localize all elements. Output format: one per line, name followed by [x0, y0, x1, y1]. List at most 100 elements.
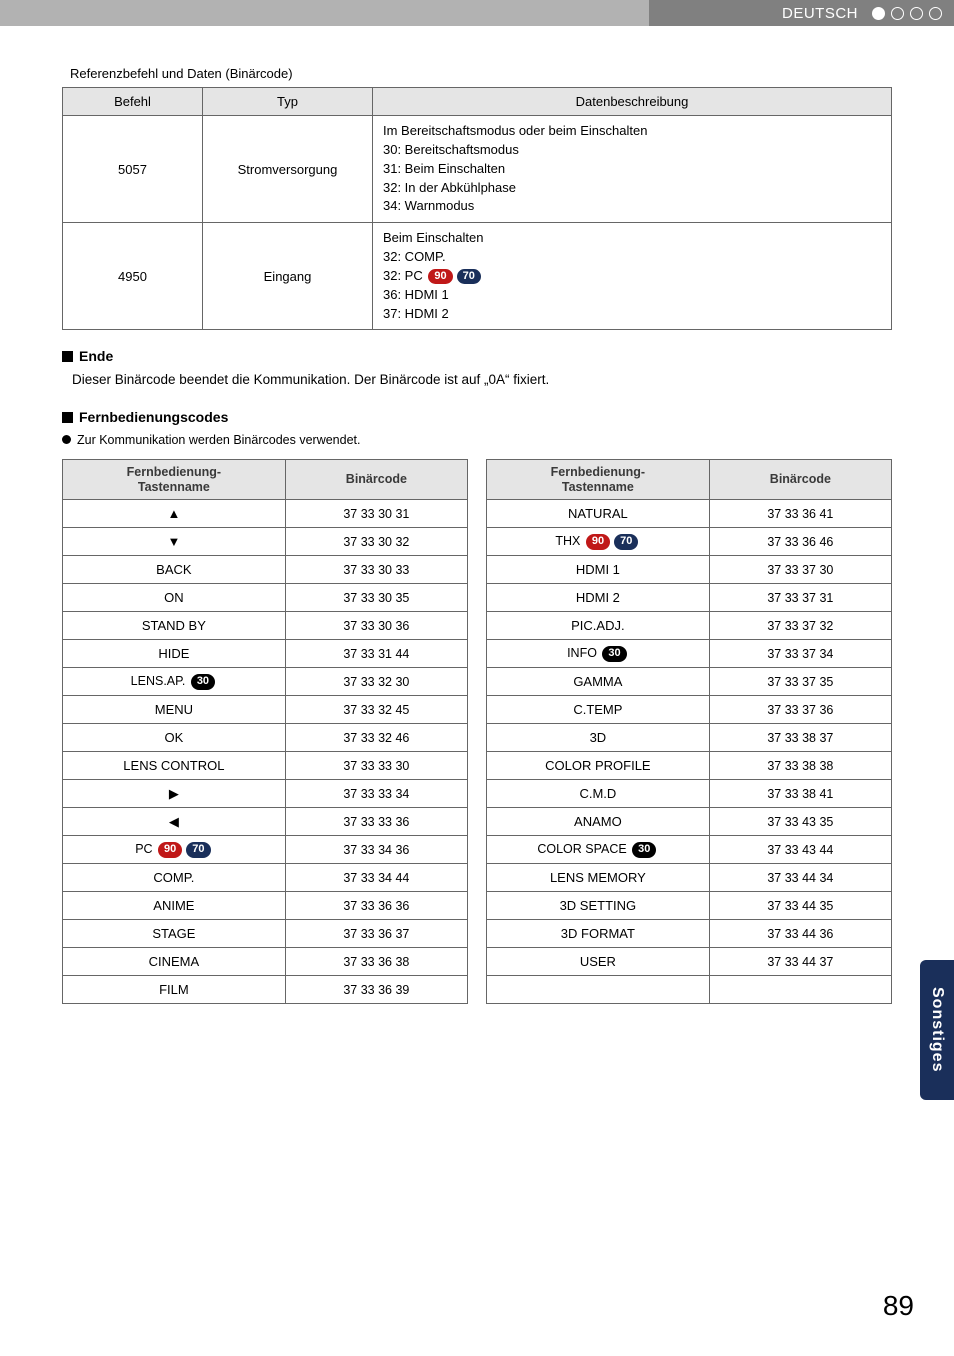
cell-code: 37 33 43 44: [709, 836, 891, 864]
model-badge: 70: [186, 842, 210, 857]
table-row: HIDE37 33 31 44: [63, 640, 468, 668]
dot-icon: [929, 7, 942, 20]
table-row: ▼37 33 30 32: [63, 528, 468, 556]
col-code: Binärcode: [709, 460, 891, 500]
cell-key: PIC.ADJ.: [487, 612, 710, 640]
cell-key: BACK: [63, 556, 286, 584]
cell-key: ▶: [63, 780, 286, 808]
table-row: C.M.D37 33 38 41: [487, 780, 892, 808]
table-row: GAMMA37 33 37 35: [487, 668, 892, 696]
col-name: Fernbedienung-Tastenname: [487, 460, 710, 500]
codes-bullet-text: Zur Kommunikation werden Binärcodes verw…: [77, 433, 360, 447]
cell-key: ANAMO: [487, 808, 710, 836]
cell-code: 37 33 36 39: [285, 976, 467, 1004]
cell-key: C.M.D: [487, 780, 710, 808]
page-dots: [872, 7, 942, 20]
col-befehl: Befehl: [63, 88, 203, 116]
col-desc: Datenbeschreibung: [373, 88, 892, 116]
cell-key: [487, 976, 710, 1004]
section-ende: Ende: [62, 348, 892, 364]
cell-key: ANIME: [63, 892, 286, 920]
table-row: PC 907037 33 34 36: [63, 836, 468, 864]
table-row: USER37 33 44 37: [487, 948, 892, 976]
cell-code: 37 33 44 36: [709, 920, 891, 948]
table-row: HDMI 237 33 37 31: [487, 584, 892, 612]
cell-key: ◀: [63, 808, 286, 836]
cell-code: 37 33 37 30: [709, 556, 891, 584]
table-row: CINEMA37 33 36 38: [63, 948, 468, 976]
table-row: 4950EingangBeim Einschalten32: COMP.32: …: [63, 223, 892, 330]
model-badge: 30: [191, 674, 215, 689]
header-bar: DEUTSCH: [0, 0, 954, 26]
cell-code: 37 33 33 34: [285, 780, 467, 808]
model-badge: 70: [614, 534, 638, 549]
cell-key: CINEMA: [63, 948, 286, 976]
table-row: PIC.ADJ.37 33 37 32: [487, 612, 892, 640]
dot-icon: [910, 7, 923, 20]
cell-code: 37 33 30 33: [285, 556, 467, 584]
cell-code: 37 33 37 35: [709, 668, 891, 696]
cell-key: OK: [63, 724, 286, 752]
cell-key: LENS.AP. 30: [63, 668, 286, 696]
cell-key: 3D: [487, 724, 710, 752]
reference-table: Befehl Typ Datenbeschreibung 5057Stromve…: [62, 87, 892, 330]
model-badge: 90: [428, 269, 452, 284]
cell-key: COLOR SPACE 30: [487, 836, 710, 864]
section-codes: Fernbedienungscodes: [62, 409, 892, 425]
cell-code: 37 33 38 37: [709, 724, 891, 752]
ende-text: Dieser Binärcode beendet die Kommunikati…: [72, 372, 892, 387]
header-dark: DEUTSCH: [649, 0, 954, 26]
table-row: ON37 33 30 35: [63, 584, 468, 612]
cell-key: C.TEMP: [487, 696, 710, 724]
cell-key: THX 9070: [487, 528, 710, 556]
cell-code: 37 33 36 46: [709, 528, 891, 556]
table-row: 5057StromversorgungIm Bereitschaftsmodus…: [63, 116, 892, 223]
cell-code: 37 33 38 41: [709, 780, 891, 808]
dot-icon: [891, 7, 904, 20]
cell-code: 37 33 37 34: [709, 640, 891, 668]
cell-code: 37 33 34 44: [285, 864, 467, 892]
table-row: COMP.37 33 34 44: [63, 864, 468, 892]
ende-title: Ende: [79, 348, 113, 364]
cell-code: 37 33 36 36: [285, 892, 467, 920]
table-row: BACK37 33 30 33: [63, 556, 468, 584]
table-row: LENS CONTROL37 33 33 30: [63, 752, 468, 780]
cell-code: 37 33 36 41: [709, 500, 891, 528]
cell-code: 37 33 34 36: [285, 836, 467, 864]
cell-code: 37 33 30 36: [285, 612, 467, 640]
cell-befehl: 5057: [63, 116, 203, 223]
table-row: ◀37 33 33 36: [63, 808, 468, 836]
cell-code: 37 33 43 35: [709, 808, 891, 836]
cell-code: 37 33 44 37: [709, 948, 891, 976]
model-badge: 90: [586, 534, 610, 549]
cell-code: [709, 976, 891, 1004]
cell-key: INFO 30: [487, 640, 710, 668]
table-row: MENU37 33 32 45: [63, 696, 468, 724]
cell-code: 37 33 30 32: [285, 528, 467, 556]
table-row: LENS.AP. 3037 33 32 30: [63, 668, 468, 696]
cell-code: 37 33 44 35: [709, 892, 891, 920]
table-row: LENS MEMORY37 33 44 34: [487, 864, 892, 892]
model-badge: 90: [158, 842, 182, 857]
cell-code: 37 33 30 31: [285, 500, 467, 528]
codes-tables: Fernbedienung-Tastenname Binärcode ▲37 3…: [62, 459, 892, 1004]
cell-key: HDMI 1: [487, 556, 710, 584]
cell-code: 37 33 38 38: [709, 752, 891, 780]
codes-bullet: Zur Kommunikation werden Binärcodes verw…: [62, 433, 892, 447]
table-row: ANAMO37 33 43 35: [487, 808, 892, 836]
cell-key: MENU: [63, 696, 286, 724]
cell-key: COMP.: [63, 864, 286, 892]
table-row: HDMI 137 33 37 30: [487, 556, 892, 584]
table-row: OK37 33 32 46: [63, 724, 468, 752]
cell-code: 37 33 31 44: [285, 640, 467, 668]
cell-desc: Beim Einschalten32: COMP.32: PC 907036: …: [373, 223, 892, 330]
square-icon: [62, 412, 73, 423]
cell-key: 3D SETTING: [487, 892, 710, 920]
cell-key: LENS MEMORY: [487, 864, 710, 892]
cell-desc: Im Bereitschaftsmodus oder beim Einschal…: [373, 116, 892, 223]
bullet-icon: [62, 435, 71, 444]
col-code: Binärcode: [285, 460, 467, 500]
col-typ: Typ: [203, 88, 373, 116]
cell-key: PC 9070: [63, 836, 286, 864]
model-badge: 30: [602, 646, 626, 661]
